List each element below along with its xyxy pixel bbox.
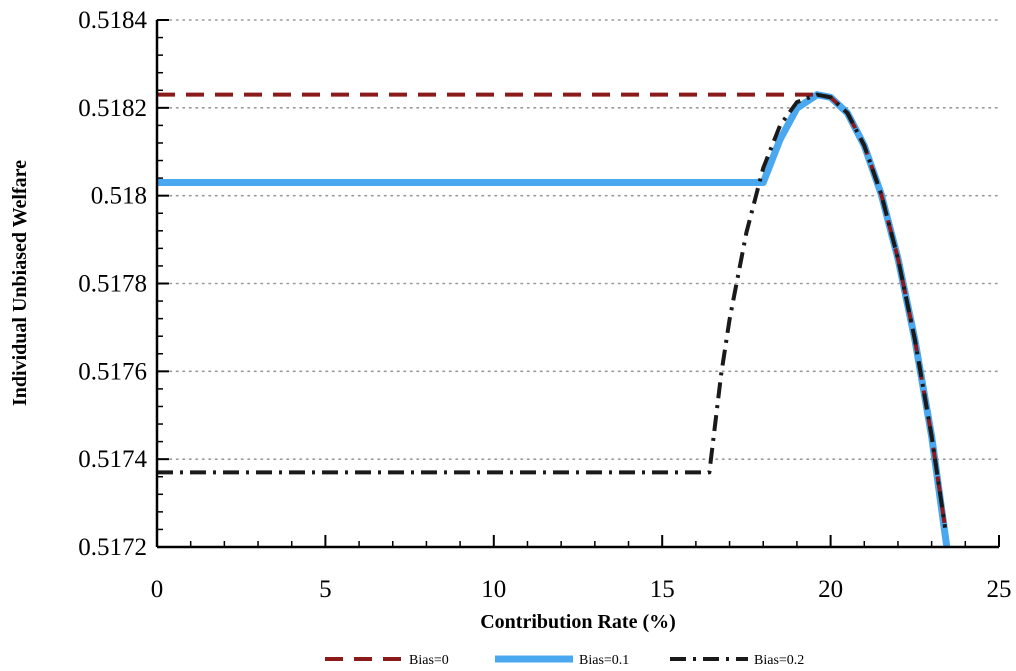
legend-label: Bias=0.1 (579, 653, 629, 668)
legend: Bias=0 Bias=0.1 Bias=0.2 (325, 653, 804, 668)
y-axis-title: Individual Unbiased Welfare (9, 160, 31, 406)
y-tick-label: 0.5184 (78, 7, 147, 34)
series-line-bias-0-1 (157, 91, 951, 547)
y-tick-label: 0.5182 (78, 95, 147, 122)
legend-label: Bias=0 (409, 653, 449, 668)
x-tick-label: 10 (481, 576, 506, 603)
axes (155, 19, 1000, 549)
series-line-bias-0-2 (157, 92, 948, 528)
tick-labels: 0.5172 0.5174 0.5176 0.5178 0.518 0.5182 0.518… (78, 7, 1011, 603)
y-tick-label: 0.5172 (78, 534, 147, 561)
x-tick-label: 25 (987, 576, 1012, 603)
y-tick-label: 0.518 (91, 183, 147, 210)
x-tick-label: 0 (151, 576, 164, 603)
x-tick-label: 15 (650, 576, 675, 603)
series-line-bias-0 (157, 92, 948, 528)
x-tick-label: 20 (818, 576, 843, 603)
y-tick-label: 0.5178 (78, 271, 147, 298)
x-tick-label: 5 (319, 576, 332, 603)
y-tick-label: 0.5176 (78, 358, 147, 385)
series-lines (157, 91, 951, 547)
legend-label: Bias=0.2 (754, 653, 804, 668)
x-axis-title: Contribution Rate (%) (480, 611, 676, 633)
y-tick-label: 0.5174 (78, 446, 147, 473)
gridlines (156, 19, 1000, 460)
